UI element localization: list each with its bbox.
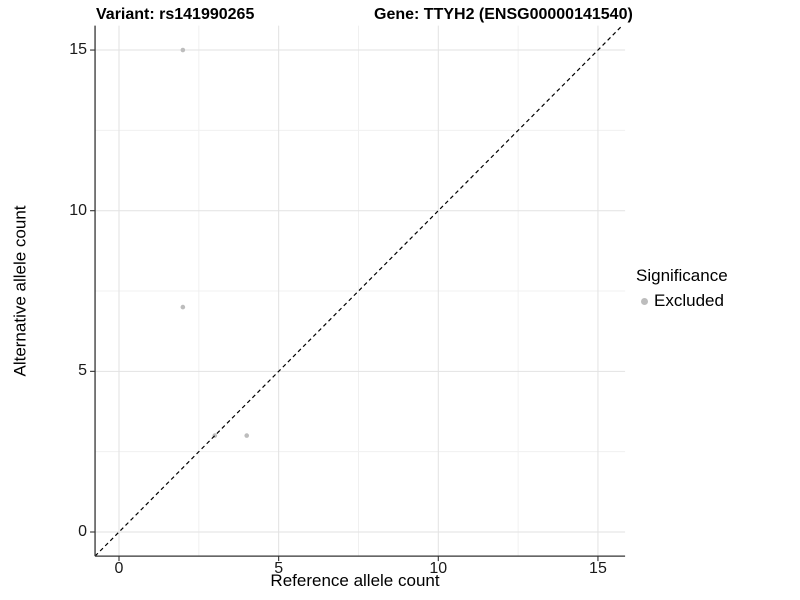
x-tick-label: 0: [114, 560, 124, 578]
legend-title: Significance: [636, 266, 728, 285]
data-point: [180, 304, 186, 310]
x-axis-label: Reference allele count: [270, 571, 440, 590]
plot-title-variant: Variant: rs141990265: [96, 6, 255, 23]
y-axis-label: Alternative allele count: [11, 205, 31, 377]
data-point: [180, 47, 186, 53]
data-point: [244, 433, 250, 438]
legend-item-label: Excluded: [654, 291, 724, 310]
x-tick-label: 10: [429, 560, 448, 578]
y-tick-label: 0: [78, 523, 88, 540]
legend: Significance Excluded: [636, 266, 728, 311]
x-tick-label: 5: [274, 560, 284, 578]
y-axis-label-container: Alternative allele count: [4, 26, 38, 556]
y-tick-label: 5: [78, 362, 88, 380]
legend-point-icon: [641, 297, 648, 305]
y-tick-label: 10: [69, 201, 88, 219]
x-tick-label: 15: [589, 560, 607, 578]
y-tick-label: 15: [69, 41, 88, 59]
legend-item-excluded: Excluded: [636, 291, 728, 311]
plot-title-gene: Gene: TTYH2 (ENSG00000141540): [374, 6, 633, 23]
identity-dashed-line: [94, 25, 623, 557]
